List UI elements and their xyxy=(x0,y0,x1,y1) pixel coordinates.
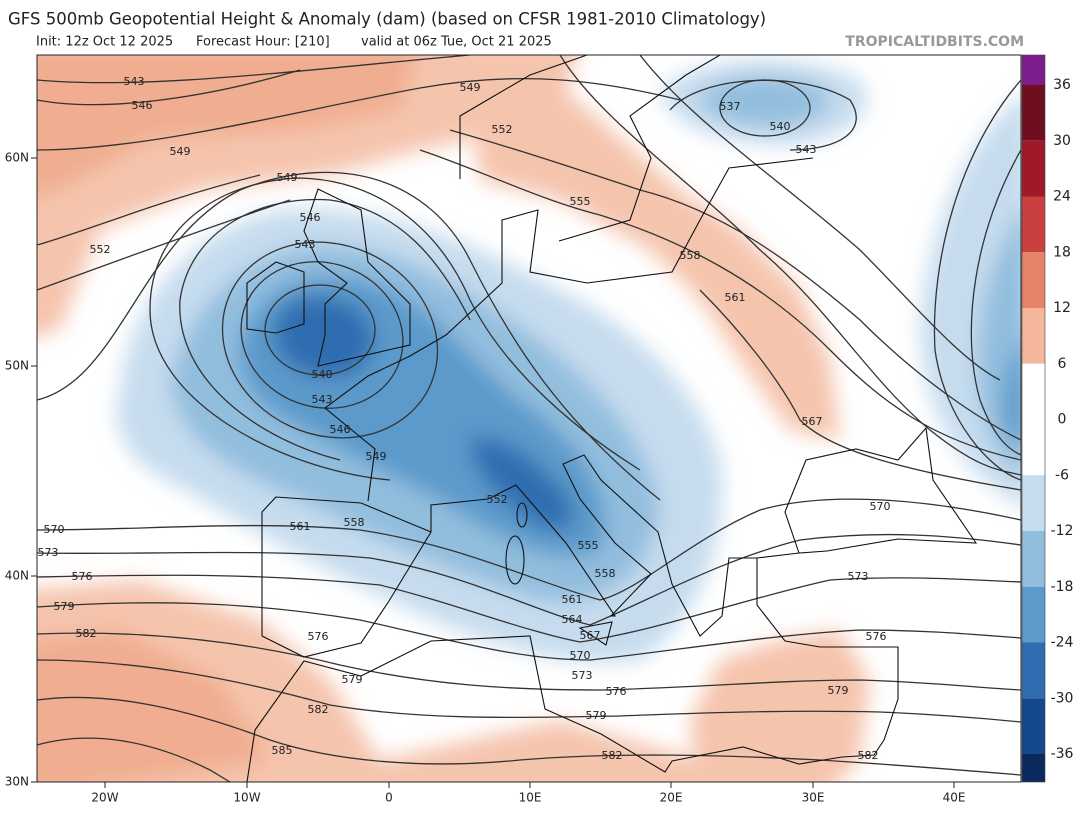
colorbar-bin xyxy=(1022,85,1045,141)
colorbar-bin xyxy=(1022,252,1045,308)
colorbar-bin xyxy=(1022,531,1045,587)
height-contours xyxy=(37,55,1021,782)
contour-label: 552 xyxy=(90,243,111,256)
contour-label: 552 xyxy=(492,123,513,136)
colorbar: 36 30 24 18 12 6 0 -6 -12 -18 -24 -30 -36 xyxy=(1021,54,1074,783)
map-frame xyxy=(36,54,1022,783)
contour-label: 576 xyxy=(72,570,93,583)
colorbar-label: -12 xyxy=(1051,523,1074,539)
contour-label: 546 xyxy=(132,99,153,112)
site-name: TROPICALTIDBITS.COM xyxy=(845,34,1024,50)
colorbar-bin xyxy=(1022,586,1045,643)
contour-label: 570 xyxy=(44,523,65,536)
colorbar-bin xyxy=(1022,55,1045,85)
lon-label: 20W xyxy=(91,791,118,805)
lat-label: 50N xyxy=(5,359,29,373)
contour-label: 561 xyxy=(562,593,583,606)
coastlines xyxy=(246,55,978,782)
colorbar-bin xyxy=(1022,196,1045,253)
lat-label: 40N xyxy=(5,569,29,583)
contour-label: 546 xyxy=(300,211,321,224)
contour-label: 573 xyxy=(38,546,59,559)
map-labels: 60N 50N 40N 30N 20W 10W 0 10E 20E 30E 40E 543 546 549… xyxy=(5,75,966,805)
anomaly-shading xyxy=(37,55,1021,782)
lon-label: 10W xyxy=(233,791,260,805)
contour-label: 579 xyxy=(54,600,75,613)
contour-label: 579 xyxy=(586,709,607,722)
contour-label: 576 xyxy=(308,630,329,643)
colorbar-label: -24 xyxy=(1051,635,1074,651)
colorbar-label: 36 xyxy=(1053,77,1071,93)
contour-label: 558 xyxy=(344,516,365,529)
contour-label: 561 xyxy=(725,291,746,304)
contour-label: 585 xyxy=(272,744,293,757)
contour-label: 582 xyxy=(602,749,623,762)
colorbar-label: 0 xyxy=(1058,412,1067,428)
contour-label: 582 xyxy=(858,749,879,762)
contour-label: 573 xyxy=(848,570,869,583)
contour-label: 579 xyxy=(828,684,849,697)
contour-label: 570 xyxy=(570,649,591,662)
lon-label: 0 xyxy=(385,791,393,805)
contour-label: 549 xyxy=(366,450,387,463)
lon-label: 10E xyxy=(519,791,542,805)
colorbar-bin xyxy=(1022,475,1045,531)
contour-label: 540 xyxy=(312,368,333,381)
contour-label: 582 xyxy=(76,627,97,640)
contour-label: 573 xyxy=(572,669,593,682)
colorbar-bin xyxy=(1022,140,1045,197)
contour-label: 555 xyxy=(570,195,591,208)
lon-label: 30E xyxy=(802,791,825,805)
lat-label: 30N xyxy=(5,775,29,789)
contour-label: 543 xyxy=(796,143,817,156)
lon-label: 20E xyxy=(660,791,683,805)
contour-label: 537 xyxy=(720,100,741,113)
colorbar-label: -30 xyxy=(1051,690,1074,706)
contour-label: 540 xyxy=(770,120,791,133)
colorbar-label: 18 xyxy=(1053,244,1071,260)
contour-label: 567 xyxy=(580,629,601,642)
contour-label: 543 xyxy=(312,393,333,406)
colorbar-label: -18 xyxy=(1051,579,1074,595)
colorbar-label: 30 xyxy=(1053,133,1071,149)
colorbar-label: 24 xyxy=(1053,189,1071,205)
contour-label: 570 xyxy=(870,500,891,513)
contour-label: 549 xyxy=(460,81,481,94)
contour-label: 582 xyxy=(308,703,329,716)
title: GFS 500mb Geopotential Height & Anomaly … xyxy=(8,10,766,29)
contour-label: 555 xyxy=(578,539,599,552)
contour-label: 579 xyxy=(342,673,363,686)
contour-label: 576 xyxy=(866,630,887,643)
colorbar-bin xyxy=(1022,419,1045,476)
contour-label: 558 xyxy=(680,249,701,262)
contour-label: 549 xyxy=(277,171,298,184)
contour-label: 543 xyxy=(124,75,145,88)
contour-label: 558 xyxy=(595,567,616,580)
contour-label: 564 xyxy=(562,613,583,626)
colorbar-bin xyxy=(1022,754,1045,782)
contour-label: 567 xyxy=(802,415,823,428)
colorbar-label: -36 xyxy=(1051,746,1074,762)
colorbar-label: -6 xyxy=(1055,467,1069,483)
colorbar-bin xyxy=(1022,642,1045,699)
colorbar-label: 12 xyxy=(1053,300,1071,316)
colorbar-bin xyxy=(1022,308,1045,364)
contour-label: 543 xyxy=(295,238,316,251)
lat-label: 60N xyxy=(5,151,29,165)
contour-label: 552 xyxy=(487,493,508,506)
lon-label: 40E xyxy=(943,791,966,805)
colorbar-bin xyxy=(1022,698,1045,754)
colorbar-bin xyxy=(1022,363,1045,420)
contour-label: 561 xyxy=(290,520,311,533)
colorbar-label: 6 xyxy=(1058,356,1067,372)
map-area xyxy=(37,55,1021,782)
colorbar-frame xyxy=(1021,54,1046,783)
contour-label: 546 xyxy=(330,423,351,436)
contour-label: 576 xyxy=(606,685,627,698)
contour-label: 549 xyxy=(170,145,191,158)
forecast-hour: Forecast Hour: [210] xyxy=(196,35,330,50)
init-time: Init: 12z Oct 12 2025 xyxy=(36,35,173,50)
valid-time: valid at 06z Tue, Oct 21 2025 xyxy=(361,35,552,50)
